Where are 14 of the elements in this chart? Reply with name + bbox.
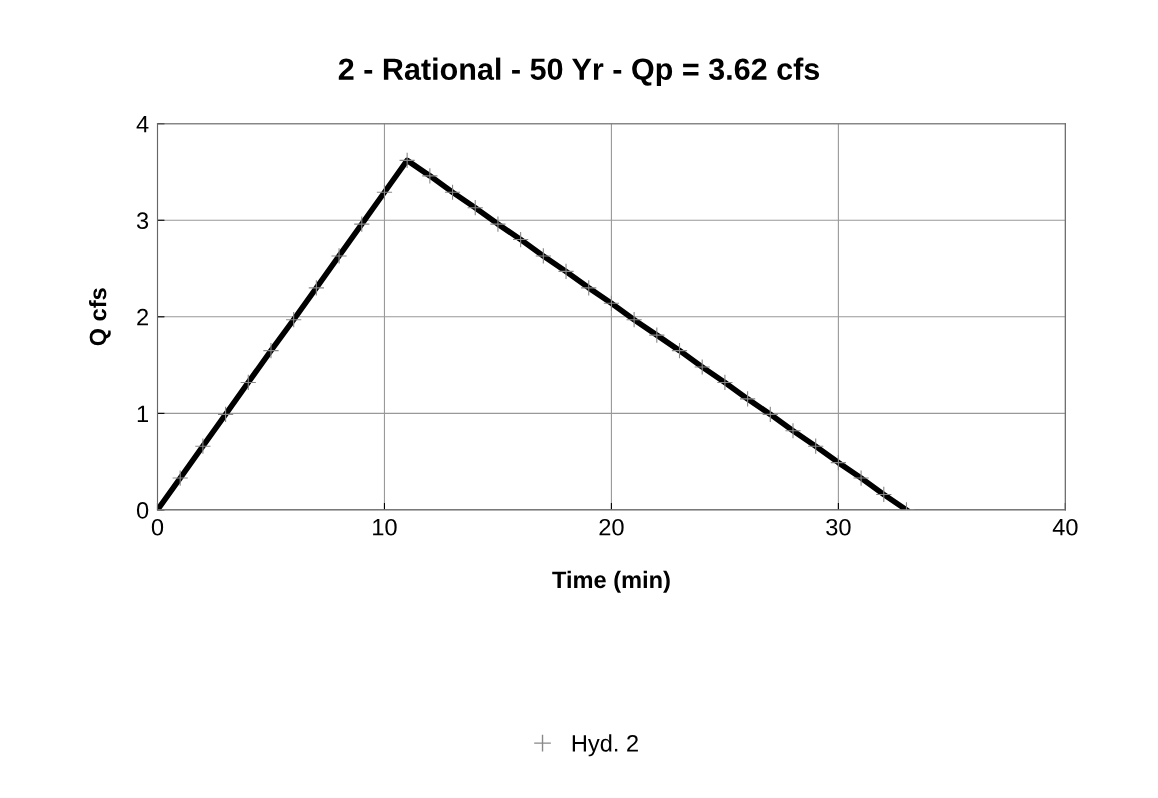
- y-axis-title: Q cfs: [89, 288, 111, 346]
- y-tick-label: 1: [137, 405, 148, 422]
- y-tick-label: 0: [136, 501, 149, 519]
- x-axis-title: Time (min): [552, 570, 670, 593]
- x-tick-label: 10: [373, 518, 397, 536]
- x-tick-label: 40: [1052, 518, 1078, 536]
- legend-label: Hyd. 2: [572, 734, 638, 757]
- x-tick-label: 0: [151, 518, 164, 536]
- y-tick-label: 3: [136, 212, 149, 230]
- chart-title: 2 - Rational - 50 Yr - Qp = 3.62 cfs: [338, 57, 820, 87]
- y-tick-label: 2: [137, 308, 148, 326]
- x-tick-label: 20: [599, 518, 624, 536]
- y-tick-label: 4: [136, 116, 149, 133]
- x-tick-label: 30: [826, 518, 851, 536]
